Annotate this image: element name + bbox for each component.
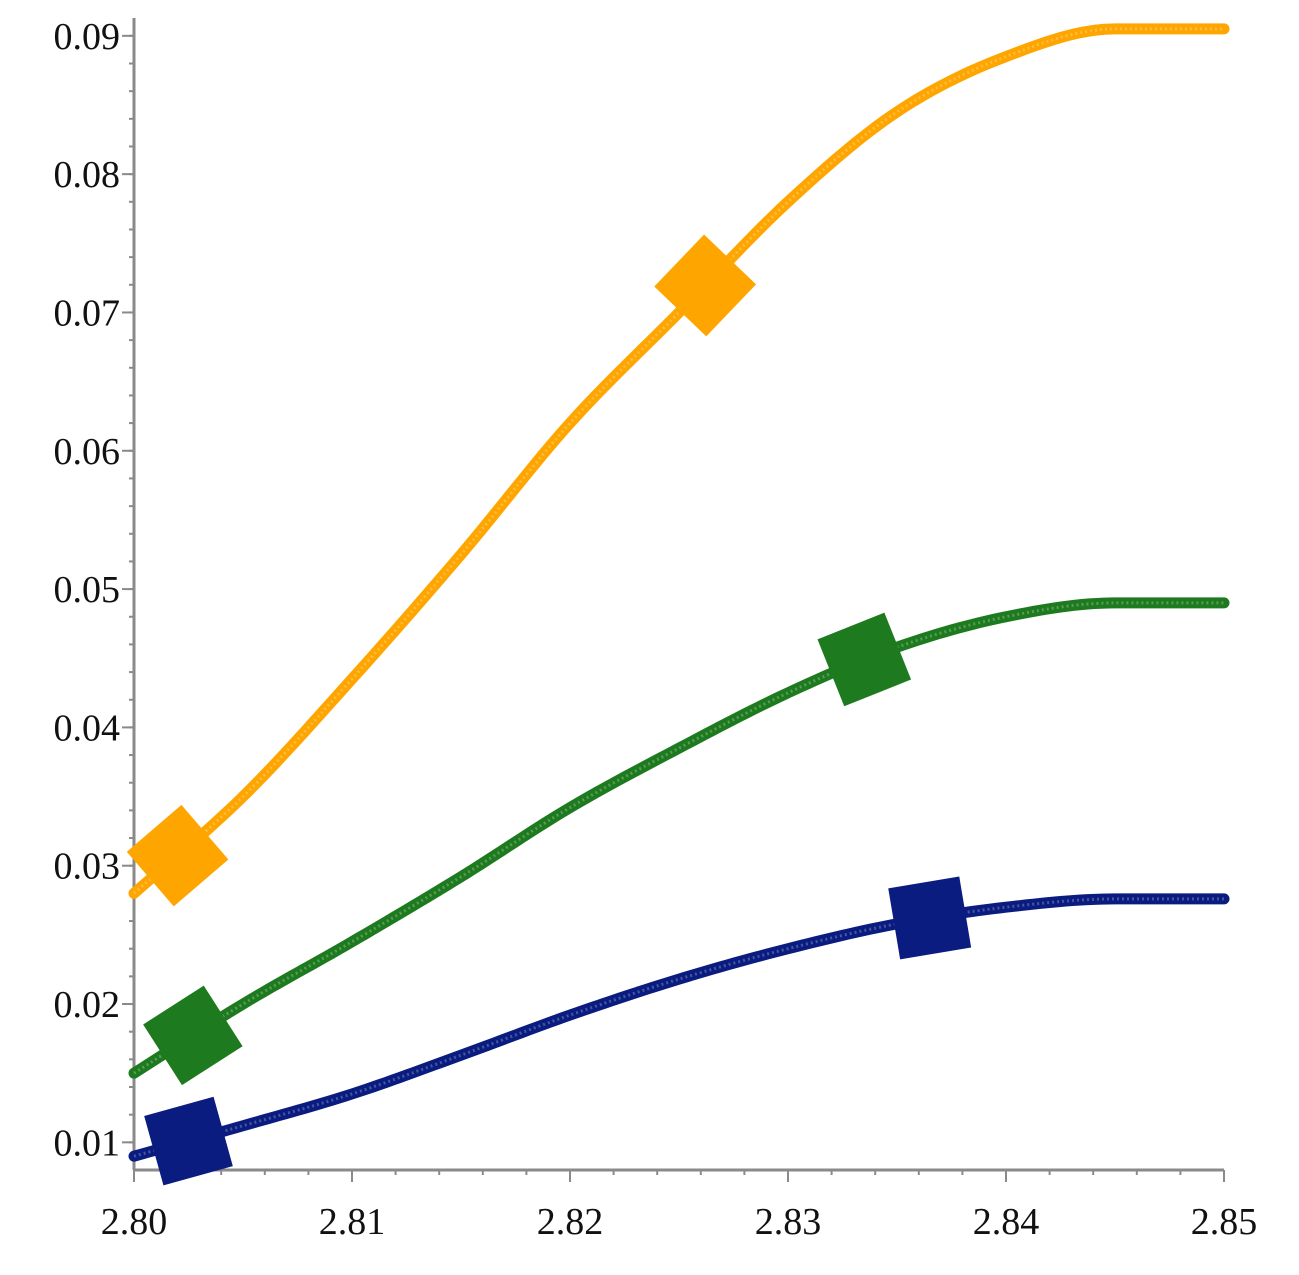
y-tick-label: 0.04	[54, 707, 121, 749]
series-line-2	[128, 893, 1230, 1162]
x-tick-label: 2.83	[755, 1201, 822, 1243]
x-tick-label: 2.82	[537, 1201, 604, 1243]
x-axis-ticks: 2.80 2.81 2.82 2.83 2.84 2.85	[101, 1170, 1258, 1243]
series-line-0	[128, 23, 1230, 899]
series-1-marker-1	[817, 612, 912, 707]
x-tick-label: 2.80	[101, 1201, 168, 1243]
series-2-marker-0	[144, 1096, 233, 1186]
series-line-texture-0	[133, 27, 1224, 895]
marker-layer	[126, 234, 972, 1186]
y-tick-label: 0.06	[54, 431, 121, 473]
series-line-texture-1	[133, 601, 1224, 1075]
y-tick-label: 0.09	[54, 16, 121, 58]
series-layer	[128, 23, 1230, 1162]
series-0-marker-0	[126, 804, 229, 907]
y-tick-label: 0.01	[54, 1122, 121, 1164]
x-tick-label: 2.85	[1191, 1201, 1258, 1243]
y-tick-label: 0.08	[54, 154, 121, 196]
y-tick-label: 0.07	[54, 292, 121, 334]
y-tick-label: 0.05	[54, 569, 121, 611]
y-axis-ticks: 0.01 0.02 0.03 0.04 0.05 0.06 0.07 0.08 0.09	[54, 16, 134, 1164]
series-line-texture-2	[133, 897, 1224, 1158]
series-0-marker-1	[654, 234, 757, 337]
y-tick-label: 0.02	[54, 984, 121, 1026]
y-tick-label: 0.03	[54, 846, 121, 888]
series-1-marker-0	[143, 985, 243, 1086]
x-tick-label: 2.84	[973, 1201, 1040, 1243]
series-line-1	[128, 597, 1230, 1079]
series-2-marker-1	[888, 876, 972, 960]
x-tick-label: 2.81	[319, 1201, 386, 1243]
